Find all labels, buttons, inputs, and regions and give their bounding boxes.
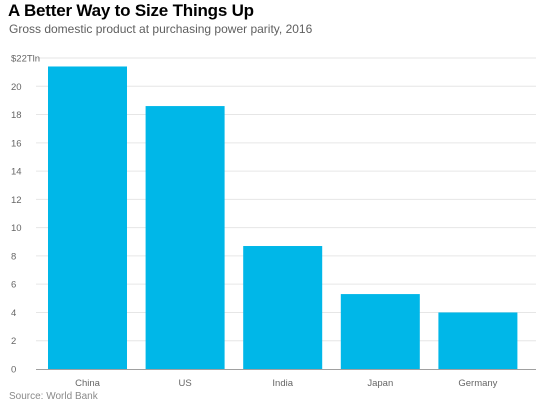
- x-tick-label-india: India: [272, 378, 293, 389]
- y-tick-label-0: 0: [11, 365, 16, 376]
- bar-us: [145, 106, 225, 370]
- bar-japan: [340, 294, 420, 369]
- y-tick-label-6: 6: [11, 280, 16, 291]
- bars: [48, 66, 518, 370]
- bar-china: [48, 66, 127, 370]
- y-tick-label-16: 16: [11, 138, 22, 149]
- y-tick-label-14: 14: [11, 167, 22, 178]
- y-tick-label-20: 20: [11, 82, 22, 93]
- y-tick-label-12: 12: [11, 195, 22, 206]
- x-axis-tick-labels: China US India Japan Germany: [75, 378, 498, 389]
- y-tick-label-4: 4: [11, 308, 16, 319]
- x-tick-label-china: China: [75, 378, 101, 389]
- y-tick-label-18: 18: [11, 110, 22, 121]
- y-axis-tick-labels: 0 2 4 6 8 10 12 14 16 18 20 $22Tln: [11, 54, 40, 376]
- y-tick-label-22: $22Tln: [11, 54, 40, 65]
- source-note: Source: World Bank: [9, 391, 98, 402]
- bar-india: [243, 246, 323, 369]
- y-tick-label-8: 8: [11, 251, 16, 262]
- y-tick-label-10: 10: [11, 223, 22, 234]
- chart-subtitle: Gross domestic product at purchasing pow…: [9, 22, 313, 36]
- x-tick-label-japan: Japan: [367, 378, 393, 389]
- y-tick-label-2: 2: [11, 336, 16, 347]
- x-tick-label-us: US: [178, 378, 191, 389]
- bar-germany: [438, 312, 518, 369]
- chart-title: A Better Way to Size Things Up: [8, 1, 254, 20]
- x-tick-label-germany: Germany: [458, 378, 497, 389]
